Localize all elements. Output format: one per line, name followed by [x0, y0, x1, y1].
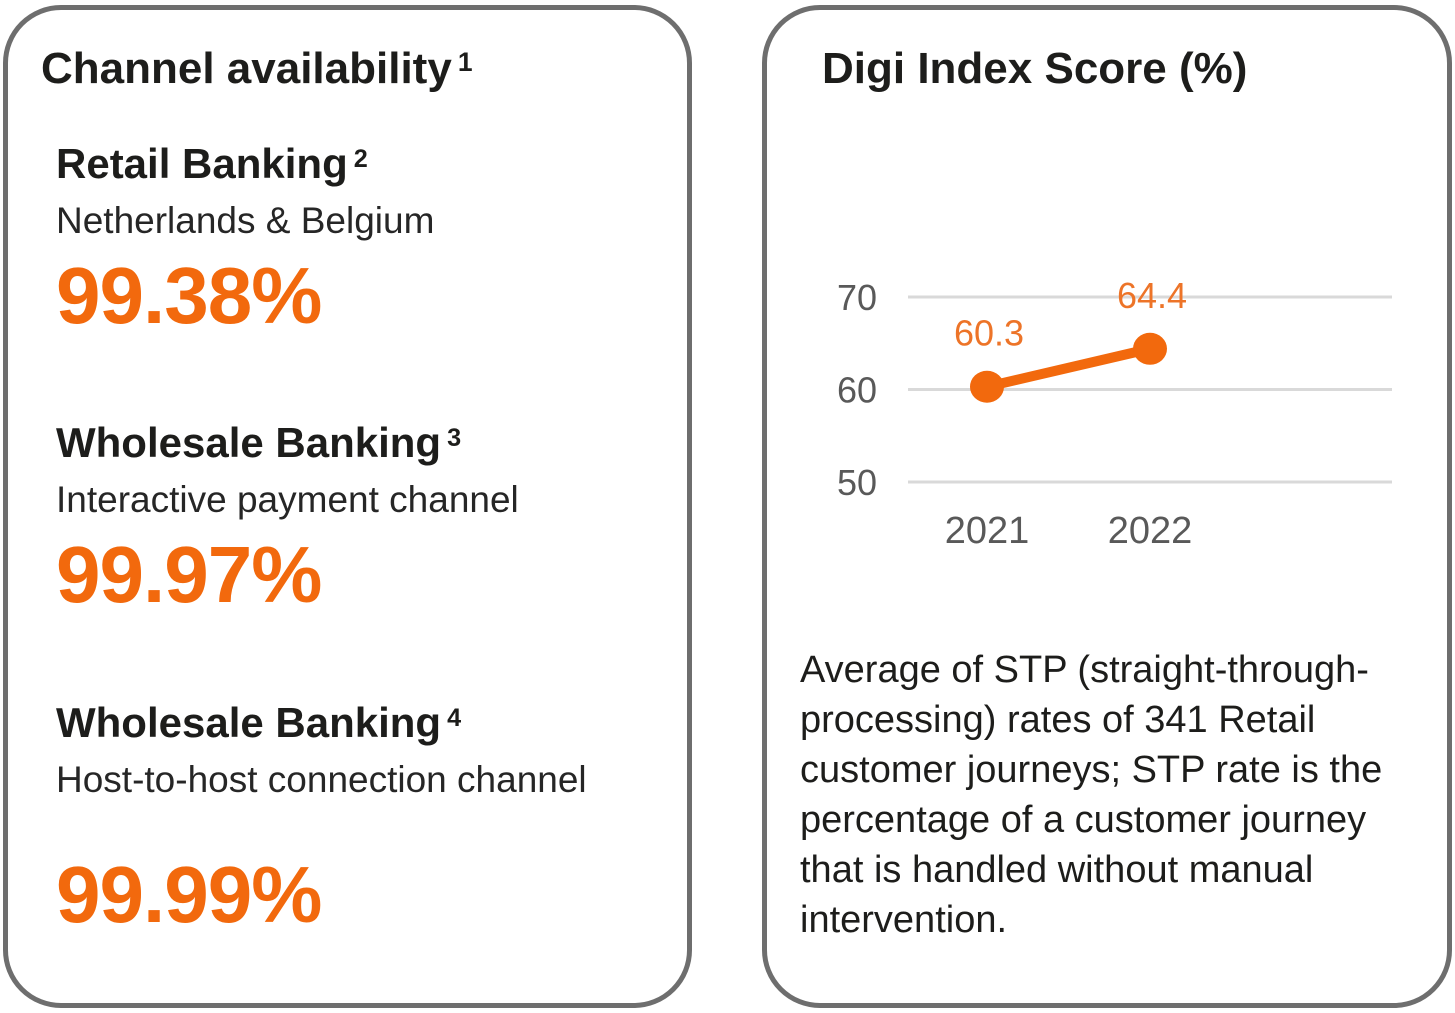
data-point — [970, 370, 1004, 403]
kpi-wholesale-banking-host: Wholesale Banking 4 Host-to-host connecti… — [56, 697, 656, 939]
kpi-wholesale-banking-interactive: Wholesale Banking 3 Interactive payment c… — [56, 417, 656, 619]
y-axis-tick-label: 50 — [837, 462, 877, 503]
kpi-footnote-marker: 4 — [447, 703, 462, 732]
kpi-subtitle: Netherlands & Belgium — [56, 199, 435, 241]
y-axis-tick-label: 60 — [837, 370, 877, 411]
digi-index-footnote: Average of STP (straight-through-process… — [800, 649, 1383, 941]
y-axis-tick-label: 70 — [837, 277, 877, 318]
channel-availability-title-text: Channel availability — [41, 44, 452, 93]
channel-availability-title-footnote: 1 — [457, 47, 473, 78]
kpi-heading-text: Wholesale Banking — [56, 419, 442, 466]
channel-availability-card: Channel availability 1 Retail Banking 2 Ne… — [3, 5, 692, 1008]
channel-availability-title: Channel availability 1 — [41, 44, 473, 95]
digi-index-card: Digi Index Score (%) 70 60 50 2021 2022 60.3 6… — [762, 5, 1452, 1008]
data-point — [1133, 332, 1167, 365]
digi-index-title: Digi Index Score (%) — [822, 44, 1248, 93]
data-point-label: 60.3 — [954, 313, 1024, 354]
kpi-heading: Wholesale Banking 4 — [56, 697, 656, 750]
kpi-heading: Wholesale Banking 3 — [56, 417, 656, 470]
kpi-footnote-marker: 2 — [353, 144, 368, 173]
kpi-subtitle: Interactive payment channel — [56, 478, 519, 520]
kpi-value: 99.38% — [56, 250, 322, 340]
kpi-value: 99.99% — [56, 849, 322, 939]
x-axis-tick-label: 2021 — [945, 510, 1030, 552]
line-chart-svg: 70 60 50 2021 2022 60.3 64.4 — [837, 275, 1392, 552]
kpi-heading-text: Retail Banking — [56, 140, 348, 187]
kpi-heading: Retail Banking 2 — [56, 138, 656, 191]
digi-index-line-chart: 70 60 50 2021 2022 60.3 64.4 — [815, 267, 1415, 567]
kpi-value: 99.97% — [56, 529, 322, 619]
kpi-footnote-marker: 3 — [447, 423, 462, 452]
x-axis-tick-label: 2022 — [1108, 510, 1193, 552]
data-point-label: 64.4 — [1117, 275, 1187, 316]
data-line — [982, 343, 1155, 392]
kpi-heading-text: Wholesale Banking — [56, 699, 442, 746]
kpi-subtitle: Host-to-host connection channel — [56, 758, 587, 800]
kpi-retail-banking: Retail Banking 2 Netherlands & Belgium 99… — [56, 138, 656, 340]
